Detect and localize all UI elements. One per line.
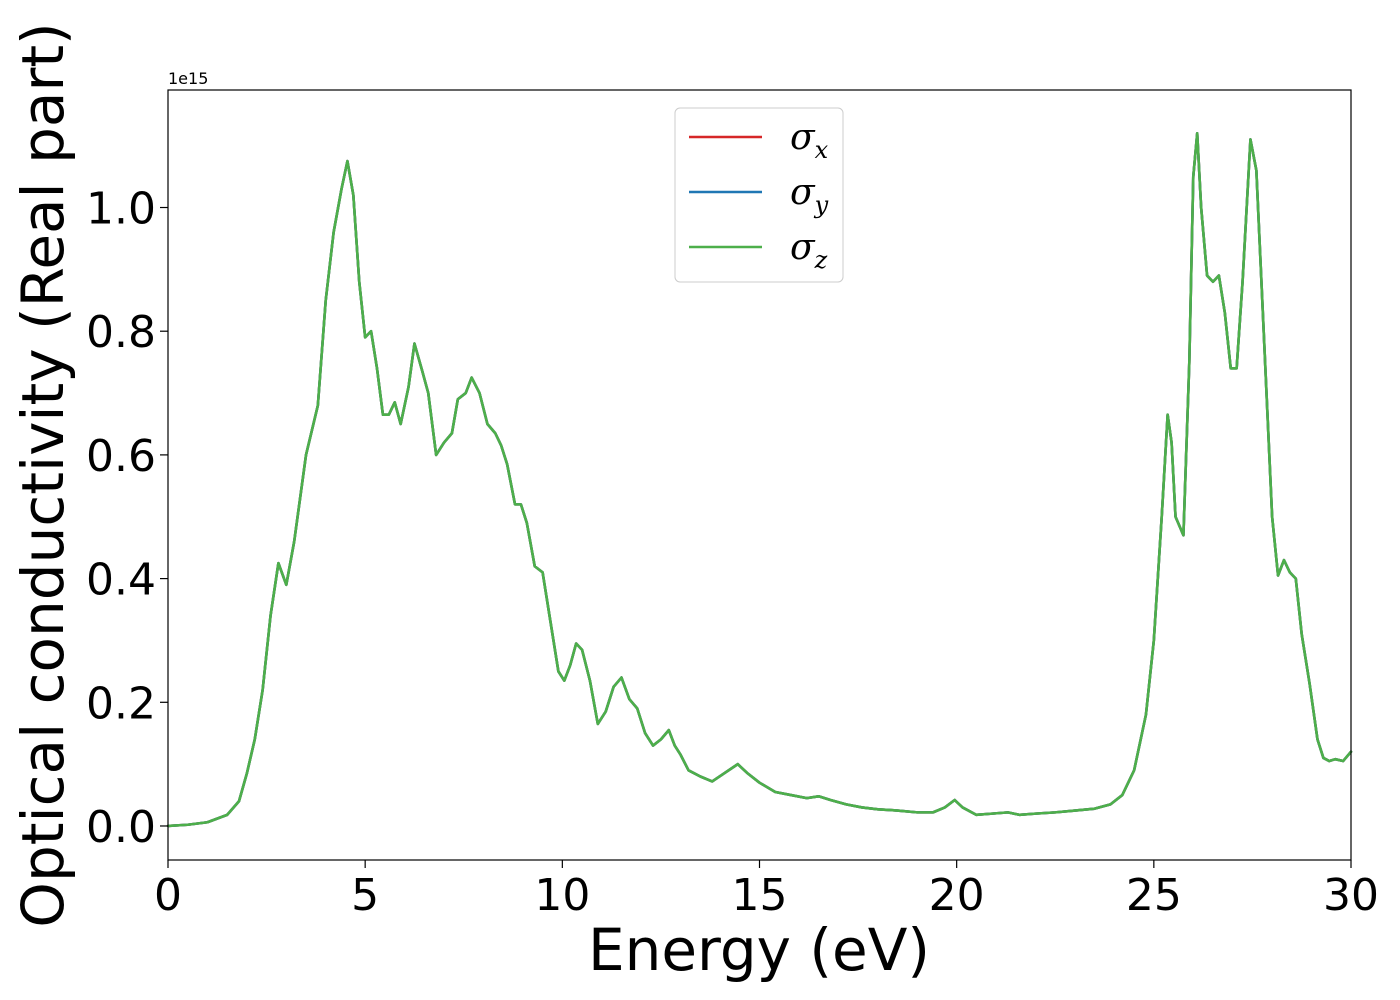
x-tick-label: 20 [929,870,985,921]
y-tick-label: 0.2 [86,678,156,729]
x-tick-label: 15 [732,870,788,921]
x-tick-label: 30 [1323,870,1379,921]
x-tick-label: 25 [1126,870,1182,921]
legend-label-z: σz [790,227,828,274]
y-offset-label: 1e15 [168,69,208,88]
x-axis-ticks: 0 5 10 15 20 25 30 [154,860,1379,921]
y-axis-title: Optical conductivity (Real part) [9,22,77,927]
y-tick-label: 0.8 [86,307,156,358]
y-tick-label: 0.0 [86,802,156,853]
legend-frame [674,107,844,283]
y-axis-ticks: 0.0 0.2 0.4 0.6 0.8 1.0 [86,184,168,853]
x-tick-label: 5 [351,870,379,921]
legend-label-x: σx [790,117,829,164]
series-line-z [166,131,1353,828]
x-axis-title: Energy (eV) [588,916,930,984]
x-tick-label: 0 [154,870,182,921]
y-tick-label: 0.4 [86,555,156,606]
x-tick-label: 10 [534,870,590,921]
legend-label-y: σy [790,172,829,219]
y-tick-label: 0.6 [86,431,156,482]
legend: σx σy σz [674,107,844,283]
y-tick-label: 1.0 [86,184,156,235]
series-layer [166,131,1353,828]
